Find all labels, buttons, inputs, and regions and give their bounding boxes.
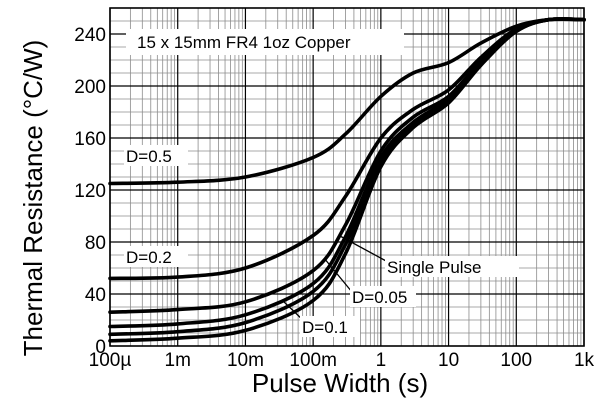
x-tick-label: 100 xyxy=(500,350,532,371)
leader-line xyxy=(339,235,389,263)
label-background xyxy=(350,286,416,307)
x-axis-title: Pulse Width (s) xyxy=(252,368,428,398)
label-background xyxy=(300,316,360,337)
label-background xyxy=(124,246,188,267)
y-tick-label: 160 xyxy=(74,129,106,150)
y-tick-label: 0 xyxy=(95,337,106,358)
y-tick-label: 40 xyxy=(85,285,106,306)
x-tick-label: 100µ xyxy=(89,350,132,371)
y-tick-labels: 0 40 80 120 160 200 240 xyxy=(74,25,106,358)
y-tick-label: 80 xyxy=(85,233,106,254)
series-label: Single Pulse xyxy=(387,258,482,277)
label-background xyxy=(385,256,519,277)
plot-frame xyxy=(109,7,585,347)
series-layer xyxy=(108,17,586,343)
series-label: D=0.05 xyxy=(352,288,407,307)
x-tick-label: 1 xyxy=(376,350,387,371)
series-line-1 xyxy=(108,17,586,186)
y-tick-label: 120 xyxy=(74,181,106,202)
board-annotation: 15 x 15mm FR4 1oz Copper xyxy=(137,33,351,52)
series-labels: D=0.5 D=0.2 D=0.1D=0.05 Single Pulse xyxy=(124,145,519,337)
y-axis-title: Thermal Resistance (°C/W) xyxy=(18,40,48,357)
leader-line xyxy=(323,257,353,293)
series-label: D=0.1 xyxy=(302,318,348,337)
x-tick-label: 1k xyxy=(574,350,595,371)
x-tick-label: 10m xyxy=(227,350,264,371)
annotation-background xyxy=(126,29,404,55)
y-tick-label: 200 xyxy=(74,77,106,98)
x-tick-label: 10 xyxy=(438,350,459,371)
x-tick-label: 100m xyxy=(289,350,337,371)
series-label: D=0.2 xyxy=(126,248,172,267)
label-background xyxy=(124,145,188,166)
series-label: D=0.5 xyxy=(126,147,172,166)
x-tick-labels: 100µ 1m 10m 100m 1 10 100 1k xyxy=(89,350,595,371)
series-line-6 xyxy=(108,17,586,343)
y-tick-label: 240 xyxy=(74,25,106,46)
minor-grid xyxy=(110,8,584,346)
x-tick-label: 1m xyxy=(165,350,191,371)
